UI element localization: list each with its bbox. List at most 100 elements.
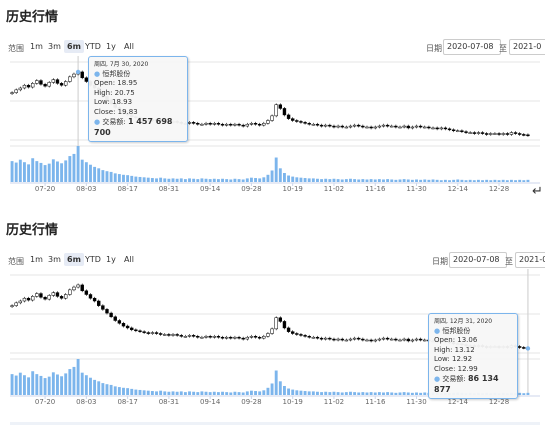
- tooltip-close: Close: 19.83: [94, 107, 138, 116]
- volume-bar: [192, 178, 196, 182]
- volume-bar: [514, 180, 517, 182]
- candle: [303, 122, 307, 124]
- volume-bar: [109, 384, 113, 395]
- volume-bar: [192, 391, 196, 395]
- candle: [80, 284, 84, 292]
- volume-bar: [287, 175, 291, 182]
- candle: [484, 133, 489, 135]
- candle: [381, 124, 386, 127]
- volume-bar: [452, 179, 456, 182]
- candle: [497, 133, 501, 135]
- volume-bar: [431, 179, 435, 182]
- price-chart[interactable]: 07-20 08-03 08-17 08-31 09-14 09-28 10-19 11-02…: [0, 0, 545, 213]
- volume-bar: [283, 173, 286, 182]
- x-tick-label: 11-02: [324, 185, 344, 193]
- to-date-input[interactable]: 2021-0: [509, 39, 545, 55]
- volume-bar: [179, 391, 183, 395]
- volume-bar: [382, 392, 385, 395]
- candle: [398, 339, 402, 342]
- candle: [328, 124, 332, 127]
- candle: [291, 331, 295, 334]
- volume-bar: [509, 179, 513, 182]
- tooltip-series-name: 恒邦股份: [102, 69, 131, 78]
- x-tick-label: 08-31: [159, 398, 179, 406]
- candle: [47, 295, 51, 300]
- range-button-1m[interactable]: 1m: [30, 42, 43, 51]
- volume-bar: [386, 392, 390, 395]
- volume-bar: [410, 179, 414, 182]
- candle: [332, 338, 336, 341]
- tooltip-volume-label: 交易额:: [442, 375, 466, 383]
- candle: [237, 123, 241, 126]
- volume-bar: [349, 391, 352, 395]
- candle: [348, 125, 353, 128]
- candle: [361, 125, 365, 128]
- range-button-all[interactable]: All: [124, 42, 134, 51]
- candle: [406, 125, 410, 129]
- range-button-3m[interactable]: 3m: [48, 42, 61, 51]
- range-button-1y[interactable]: 1y: [106, 255, 116, 264]
- volume-bar: [122, 387, 125, 395]
- volume-bar: [427, 179, 431, 182]
- candle: [509, 132, 514, 135]
- volume-bar: [80, 372, 84, 395]
- volume-bar: [419, 179, 423, 182]
- range-button-ytd[interactable]: YTD: [85, 42, 101, 51]
- candle: [249, 123, 254, 125]
- range-button-all[interactable]: All: [124, 255, 134, 264]
- from-date-input[interactable]: 2020-07-08: [449, 252, 507, 268]
- candle: [299, 334, 303, 336]
- candle: [216, 336, 221, 338]
- to-date-input[interactable]: 2021-0: [515, 252, 545, 268]
- candle: [51, 292, 56, 296]
- range-button-3m[interactable]: 3m: [48, 255, 61, 264]
- volume-bar: [402, 179, 406, 182]
- volume-bar: [183, 392, 187, 395]
- candle: [208, 123, 212, 125]
- volume-bar: [113, 386, 117, 395]
- candle: [266, 120, 270, 124]
- candle: [59, 83, 64, 86]
- volume-bar: [390, 179, 394, 182]
- candle: [22, 84, 27, 89]
- volume-bar: [291, 389, 295, 395]
- candle: [14, 89, 18, 93]
- candle: [410, 339, 415, 342]
- range-button-6m[interactable]: 6m: [64, 253, 84, 266]
- candle: [233, 336, 237, 339]
- volume-bar: [14, 162, 18, 182]
- volume-bar: [39, 162, 43, 182]
- tooltip-date: 周四, 12月 31, 2020: [434, 318, 493, 325]
- volume-bar: [113, 173, 117, 182]
- volume-bar: [175, 391, 179, 395]
- from-date-input[interactable]: 2020-07-08: [443, 39, 501, 55]
- price-tooltip: 周四, 12月 31, 2020 ● 恒邦股份 Open: 13.06 High…: [428, 313, 518, 399]
- candle: [134, 329, 138, 332]
- candle: [295, 120, 299, 122]
- volume-bar: [245, 178, 249, 182]
- range-button-1y[interactable]: 1y: [106, 42, 116, 51]
- volume-bar: [105, 384, 109, 395]
- volume-bar: [76, 146, 80, 182]
- volume-bar: [307, 391, 311, 395]
- x-tick-label: 12-14: [448, 398, 469, 406]
- volume-bar: [171, 391, 175, 395]
- volume-bar: [316, 391, 319, 395]
- volume-bar: [167, 178, 171, 182]
- range-button-6m[interactable]: 6m: [64, 40, 84, 53]
- volume-bar: [35, 374, 39, 395]
- candle: [439, 127, 443, 130]
- volume-bar: [109, 171, 113, 182]
- candle: [18, 300, 23, 304]
- x-tick-label: 09-14: [200, 398, 221, 406]
- x-tick-label: 11-16: [365, 398, 386, 406]
- range-button-1m[interactable]: 1m: [30, 255, 43, 264]
- hover-marker: [525, 346, 531, 351]
- x-tick-label: 11-30: [406, 398, 426, 406]
- candle: [84, 77, 89, 82]
- from-date-label: 日期: [432, 257, 448, 266]
- candle: [196, 123, 200, 125]
- candle: [22, 297, 27, 302]
- volume-bar: [332, 391, 336, 395]
- range-button-ytd[interactable]: YTD: [85, 255, 101, 264]
